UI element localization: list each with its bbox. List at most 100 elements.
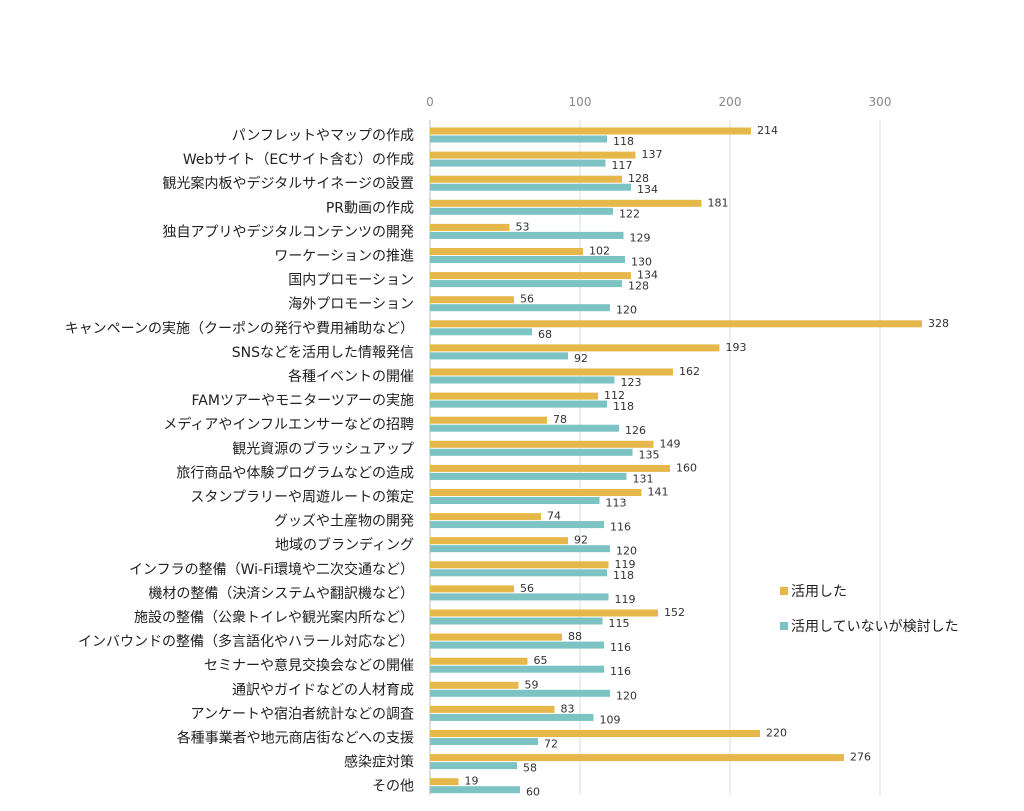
bar-considered <box>430 424 619 432</box>
bar-used <box>430 223 510 231</box>
bar-used <box>430 320 922 328</box>
value-label-considered: 115 <box>609 617 630 630</box>
value-label-considered: 129 <box>630 231 651 244</box>
bar-used <box>430 416 547 424</box>
category-labels: パンフレットやマップの作成 Webサイト（ECサイト含む）の作成観光案内板やデジタ… <box>65 128 414 795</box>
bar-considered <box>430 376 615 384</box>
x-tick-label: 100 <box>569 95 592 109</box>
category-label: セミナーや意見交換会などの開催 <box>204 657 414 674</box>
value-label-considered: 92 <box>574 352 588 365</box>
bar-used <box>430 730 760 737</box>
bar-used <box>430 609 658 617</box>
value-label-used: 162 <box>679 365 700 378</box>
value-label-considered: 122 <box>619 207 640 220</box>
legend-label-considered: 活用していないが検討した <box>791 619 959 635</box>
value-label-used: 149 <box>660 437 681 450</box>
category-label: 独自アプリやデジタルコンテンツの開発 <box>163 223 414 240</box>
category-label: 地域のブランディング <box>275 537 414 554</box>
bar-used <box>430 127 751 135</box>
value-label-considered: 58 <box>523 762 537 775</box>
category-label: 観光資源のブラッシュアップ <box>232 440 414 457</box>
bar-used <box>430 175 622 183</box>
value-label-used: 160 <box>676 461 697 474</box>
category-label: FAMツアーやモニターツアーの実施 <box>192 393 414 409</box>
category-label: PR動画の作成 <box>326 200 414 216</box>
value-label-considered: 120 <box>616 689 637 702</box>
bar-considered <box>430 689 610 697</box>
bar-considered <box>430 135 607 143</box>
bar-used <box>430 392 598 400</box>
value-label-used: 141 <box>648 486 669 499</box>
value-label-used: 88 <box>568 630 582 643</box>
bar-considered <box>430 665 604 673</box>
value-label-considered: 117 <box>612 159 633 172</box>
value-label-used: 65 <box>534 654 548 667</box>
value-label-used: 119 <box>615 558 636 571</box>
category-label: 機材の整備（決済システムや翻訳機など） <box>148 586 414 602</box>
bar-considered <box>430 786 520 794</box>
category-label: 各種イベントの開催 <box>288 369 414 385</box>
bar-used <box>430 537 568 545</box>
bar-used <box>430 513 541 521</box>
value-label-considered: 118 <box>613 569 634 582</box>
category-label: 各種事業者や地元商店街などへの支援 <box>177 731 414 747</box>
value-label-considered: 131 <box>633 472 654 485</box>
value-label-considered: 120 <box>616 304 637 317</box>
bar-considered <box>430 762 517 770</box>
value-label-considered: 135 <box>639 448 660 461</box>
bar-considered <box>430 183 631 191</box>
x-tick-label: 300 <box>869 95 892 109</box>
bar-considered <box>430 641 604 649</box>
value-label-considered: 123 <box>621 376 642 389</box>
value-label-used: 83 <box>561 702 575 715</box>
bar-used <box>430 440 654 448</box>
bar-considered <box>430 593 609 601</box>
bar-used <box>430 344 720 352</box>
bar-used <box>430 681 519 689</box>
bar-considered <box>430 256 625 263</box>
category-label: Webサイト（ECサイト含む）の作成 <box>183 152 414 168</box>
legend-swatch-considered <box>780 622 788 630</box>
category-label: インバウンドの整備（多言語化やハラール対応など） <box>78 633 414 650</box>
value-label-considered: 118 <box>613 400 634 413</box>
x-tick-label: 0 <box>426 95 434 109</box>
bar-considered <box>430 713 594 721</box>
x-axis-ticks: 0 100 200 300 <box>426 95 891 109</box>
bar-used <box>430 248 583 255</box>
value-label-used: 152 <box>664 606 685 619</box>
bar-used <box>430 778 459 786</box>
value-label-considered: 60 <box>526 786 540 799</box>
category-label: 観光案内板やデジタルサイネージの設置 <box>163 175 414 192</box>
value-label-considered: 128 <box>628 280 649 293</box>
legend-swatch-used <box>780 587 788 595</box>
bar-used <box>430 657 528 665</box>
bar-used <box>430 754 844 762</box>
category-label: 感染症対策 <box>344 754 414 771</box>
bar-used <box>430 633 562 641</box>
category-label: 施設の整備（公衆トイレや観光案内所など） <box>134 609 414 626</box>
value-label-used: 59 <box>525 678 539 691</box>
value-label-used: 102 <box>589 245 610 258</box>
bar-considered <box>430 497 600 504</box>
bar-considered <box>430 159 606 167</box>
category-label: その他 <box>372 779 414 795</box>
category-label: 海外プロモーション <box>288 297 414 313</box>
category-label: SNSなどを活用した情報発信 <box>232 345 414 361</box>
bar-used <box>430 151 636 159</box>
bar-considered <box>430 738 538 745</box>
bar-used <box>430 296 514 304</box>
value-label-used: 19 <box>465 775 479 788</box>
value-label-considered: 109 <box>600 713 621 726</box>
value-label-considered: 116 <box>610 521 631 534</box>
value-label-used: 128 <box>628 172 649 185</box>
value-label-used: 137 <box>642 148 663 161</box>
legend-label-used: 活用した <box>791 584 847 600</box>
category-label: スタンプラリーや周遊ルートの策定 <box>190 489 414 506</box>
bar-considered <box>430 328 532 336</box>
bar-considered <box>430 280 622 288</box>
value-label-used: 276 <box>850 751 871 764</box>
value-label-considered: 119 <box>615 593 636 606</box>
bar-used <box>430 272 631 280</box>
